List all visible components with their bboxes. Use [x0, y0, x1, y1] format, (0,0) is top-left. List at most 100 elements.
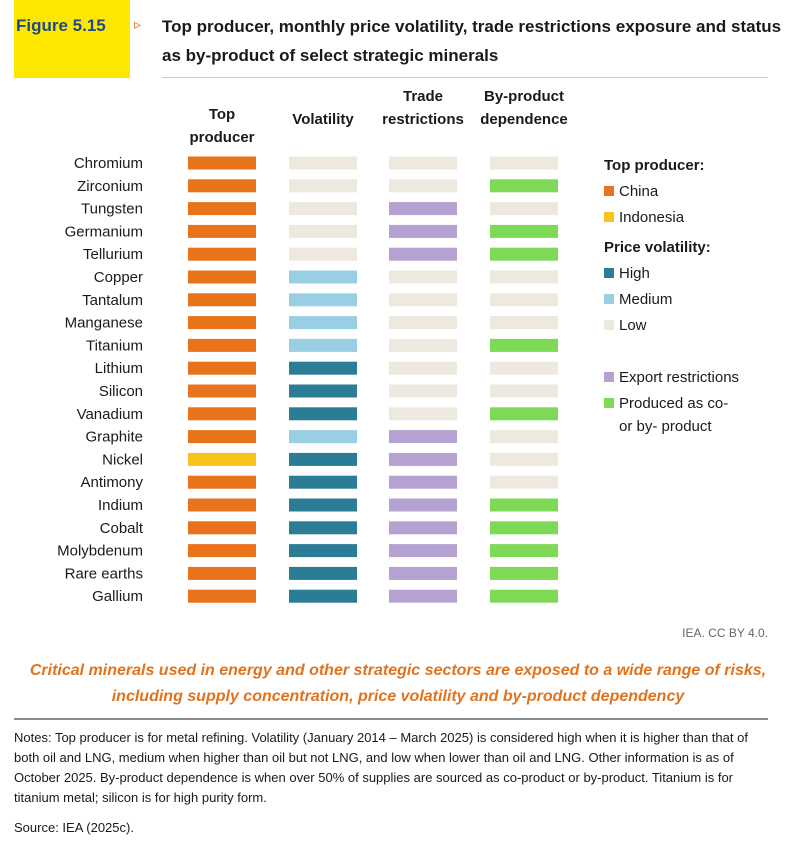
cell-byproduct-zirconium [490, 179, 558, 193]
cell-byproduct-tellurium [490, 247, 558, 261]
cell-producer-rare-earths [188, 566, 256, 580]
cell-volatility-indium [289, 498, 357, 512]
figure-label-box: Figure 5.15 [14, 0, 130, 78]
legend-swatch-0-1 [604, 212, 614, 222]
figure-source: Source: IEA (2025c). [14, 820, 134, 835]
cell-trade-gallium [389, 589, 457, 603]
cell-trade-chromium [389, 156, 457, 170]
cell-producer-nickel [188, 452, 256, 466]
cell-volatility-graphite [289, 430, 357, 444]
row-label-germanium: Germanium [65, 223, 143, 240]
row-label-tungsten: Tungsten [81, 201, 143, 218]
cell-producer-molybdenum [188, 544, 256, 558]
cell-trade-tungsten [389, 202, 457, 216]
figure-number: Figure 5.15 [16, 16, 106, 35]
column-header-producer: Top [209, 106, 235, 123]
cell-producer-indium [188, 498, 256, 512]
legend-swatch-2-1 [604, 398, 614, 408]
cell-volatility-molybdenum [289, 544, 357, 558]
cell-byproduct-gallium [490, 589, 558, 603]
cell-trade-germanium [389, 224, 457, 238]
cell-producer-vanadium [188, 407, 256, 421]
column-header-volatility: Volatility [292, 111, 354, 128]
cell-byproduct-molybdenum [490, 544, 558, 558]
legend-heading-1: Price volatility: [604, 239, 711, 256]
cell-volatility-tantalum [289, 293, 357, 307]
row-label-tantalum: Tantalum [82, 292, 143, 309]
cell-producer-tungsten [188, 202, 256, 216]
row-label-antimony: Antimony [80, 474, 143, 491]
cell-trade-silicon [389, 384, 457, 398]
cell-byproduct-cobalt [490, 521, 558, 535]
cell-volatility-manganese [289, 316, 357, 330]
cell-byproduct-vanadium [490, 407, 558, 421]
cell-producer-gallium [188, 589, 256, 603]
cell-trade-tellurium [389, 247, 457, 261]
cell-producer-copper [188, 270, 256, 284]
cell-byproduct-copper [490, 270, 558, 284]
cell-producer-titanium [188, 338, 256, 352]
cell-byproduct-chromium [490, 156, 558, 170]
cell-trade-cobalt [389, 521, 457, 535]
row-label-cobalt: Cobalt [100, 520, 144, 537]
legend-swatch-1-2 [604, 320, 614, 330]
cell-trade-manganese [389, 316, 457, 330]
row-label-molybdenum: Molybdenum [57, 543, 143, 560]
cell-byproduct-tantalum [490, 293, 558, 307]
row-label-zirconium: Zirconium [77, 178, 143, 195]
row-label-manganese: Manganese [65, 315, 143, 332]
cell-volatility-germanium [289, 224, 357, 238]
cell-trade-nickel [389, 452, 457, 466]
cell-byproduct-lithium [490, 361, 558, 375]
legend-swatch-1-1 [604, 294, 614, 304]
cell-producer-tellurium [188, 247, 256, 261]
cell-volatility-tungsten [289, 202, 357, 216]
figure-title: Top producer, monthly price volatility, … [162, 17, 782, 65]
row-label-titanium: Titanium [86, 337, 143, 354]
cell-byproduct-tungsten [490, 202, 558, 216]
legend-label-0-0: China [619, 183, 659, 200]
cell-trade-rare-earths [389, 566, 457, 580]
cell-producer-lithium [188, 361, 256, 375]
cell-producer-silicon [188, 384, 256, 398]
cell-trade-molybdenum [389, 544, 457, 558]
cell-producer-zirconium [188, 179, 256, 193]
cell-byproduct-antimony [490, 475, 558, 489]
cell-byproduct-silicon [490, 384, 558, 398]
cell-byproduct-graphite [490, 430, 558, 444]
legend-swatch-1-0 [604, 268, 614, 278]
cell-volatility-zirconium [289, 179, 357, 193]
row-label-nickel: Nickel [102, 451, 143, 468]
legend-label-1-1: Medium [619, 291, 672, 308]
cell-producer-cobalt [188, 521, 256, 535]
legend-swatch-0-0 [604, 186, 614, 196]
cell-producer-graphite [188, 430, 256, 444]
cell-producer-chromium [188, 156, 256, 170]
legend-label-1-2: Low [619, 317, 647, 334]
cell-trade-antimony [389, 475, 457, 489]
cell-byproduct-manganese [490, 316, 558, 330]
cell-volatility-vanadium [289, 407, 357, 421]
cell-producer-tantalum [188, 293, 256, 307]
column-header-byproduct: By-product [484, 88, 564, 105]
cell-trade-vanadium [389, 407, 457, 421]
cell-producer-germanium [188, 224, 256, 238]
row-label-copper: Copper [94, 269, 143, 286]
column-header-byproduct: dependence [480, 111, 568, 128]
risk-matrix-chart: Top producer Volatility Trade restrictions By… [57, 88, 739, 605]
title-rule [162, 77, 768, 78]
cell-trade-copper [389, 270, 457, 284]
row-label-silicon: Silicon [99, 383, 143, 400]
legend-label-0-1: Indonesia [619, 209, 685, 226]
cell-volatility-tellurium [289, 247, 357, 261]
cell-trade-titanium [389, 338, 457, 352]
cell-byproduct-titanium [490, 338, 558, 352]
cell-trade-indium [389, 498, 457, 512]
cell-volatility-chromium [289, 156, 357, 170]
row-label-indium: Indium [98, 497, 143, 514]
figure-arrow-icon: ▹ [134, 16, 142, 32]
figure-caption: Critical minerals used in energy and oth… [29, 662, 767, 705]
row-label-chromium: Chromium [74, 155, 143, 172]
cell-volatility-copper [289, 270, 357, 284]
cell-volatility-cobalt [289, 521, 357, 535]
